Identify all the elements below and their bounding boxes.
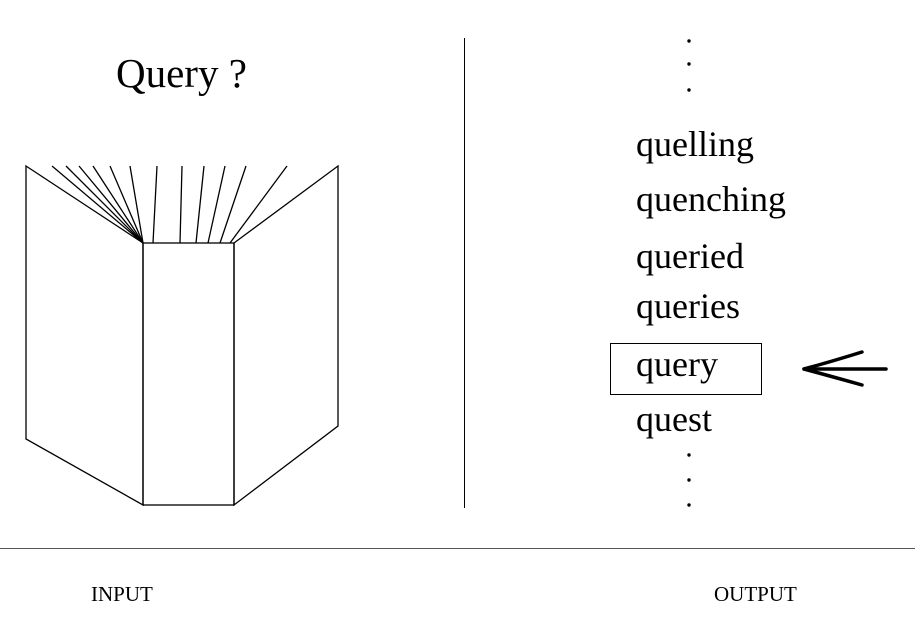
caption-divider — [0, 548, 915, 549]
input-caption: INPUT — [91, 582, 153, 606]
output-caption: OUTPUT — [714, 582, 797, 606]
